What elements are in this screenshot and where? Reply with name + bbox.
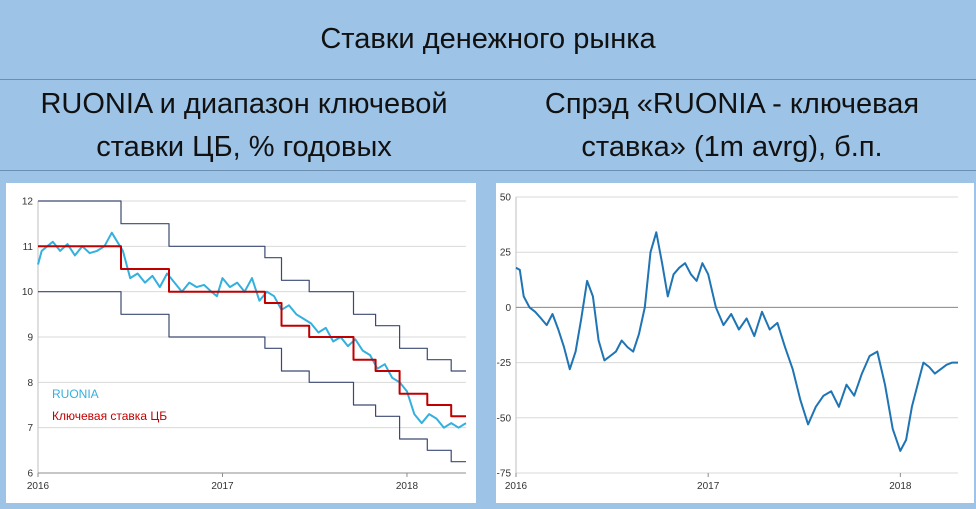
x-tick-label: 2018 [396,481,419,492]
y-tick-label: 9 [27,333,33,344]
right-subtitle-line-2: ставка» (1m avrg), б.п. [581,131,883,163]
left-subtitle-line-2: ставки ЦБ, % годовых [96,131,392,163]
series-line-1 [38,245,466,418]
x-tick-label: 2016 [505,481,528,492]
spread-chart-panel: -75 -50 -25 0 25 50 2016 2017 2018 [496,183,974,503]
x-tick-label: 2017 [697,481,720,492]
y-tick-label: -25 [497,358,512,369]
right-subtitle-line-1: Спрэд «RUONIA - ключевая [544,88,920,120]
series-line-3 [38,291,466,463]
y-tick-label: 6 [27,469,33,480]
y-tick-label: 11 [23,242,34,253]
x-tick-label: 2018 [889,481,912,492]
y-tick-label: -50 [497,413,512,424]
x-tick-label: 2016 [27,481,50,492]
series-line-0 [515,231,958,452]
series-line-2 [38,200,466,372]
band-divider [0,170,976,171]
y-tick-label: 8 [27,378,33,389]
y-tick-label: 7 [27,423,33,434]
x-tick-label: 2017 [211,481,234,492]
legend-entry-key-rate: Ключевая ставка ЦБ [52,409,167,423]
y-tick-label: 50 [500,193,512,204]
page-title: Ставки денежного рынка [0,0,976,80]
y-tick-label: 0 [505,303,511,314]
left-chart-subtitle: RUONIA и диапазон ключевой ставки ЦБ, % … [0,82,488,170]
left-subtitle-line-1: RUONIA и диапазон ключевой [40,88,448,120]
ruonia-chart: 6 7 8 9 10 11 12 2016 2017 2018 RUONIA Ключевая ста… [22,197,467,492]
spread-chart: -75 -50 -25 0 25 50 2016 2017 2018 [497,193,958,492]
y-tick-label: 10 [22,287,34,298]
right-chart-subtitle: Спрэд «RUONIA - ключевая ставка» (1m avr… [488,82,976,170]
y-tick-label: -75 [497,469,512,480]
series-line-0 [37,231,467,429]
ruonia-chart-panel: 6 7 8 9 10 11 12 2016 2017 2018 RUONIA Ключевая ста… [6,183,476,503]
y-tick-label: 12 [22,197,34,208]
legend-entry-ruonia: RUONIA [52,387,99,401]
y-tick-label: 25 [500,248,512,259]
